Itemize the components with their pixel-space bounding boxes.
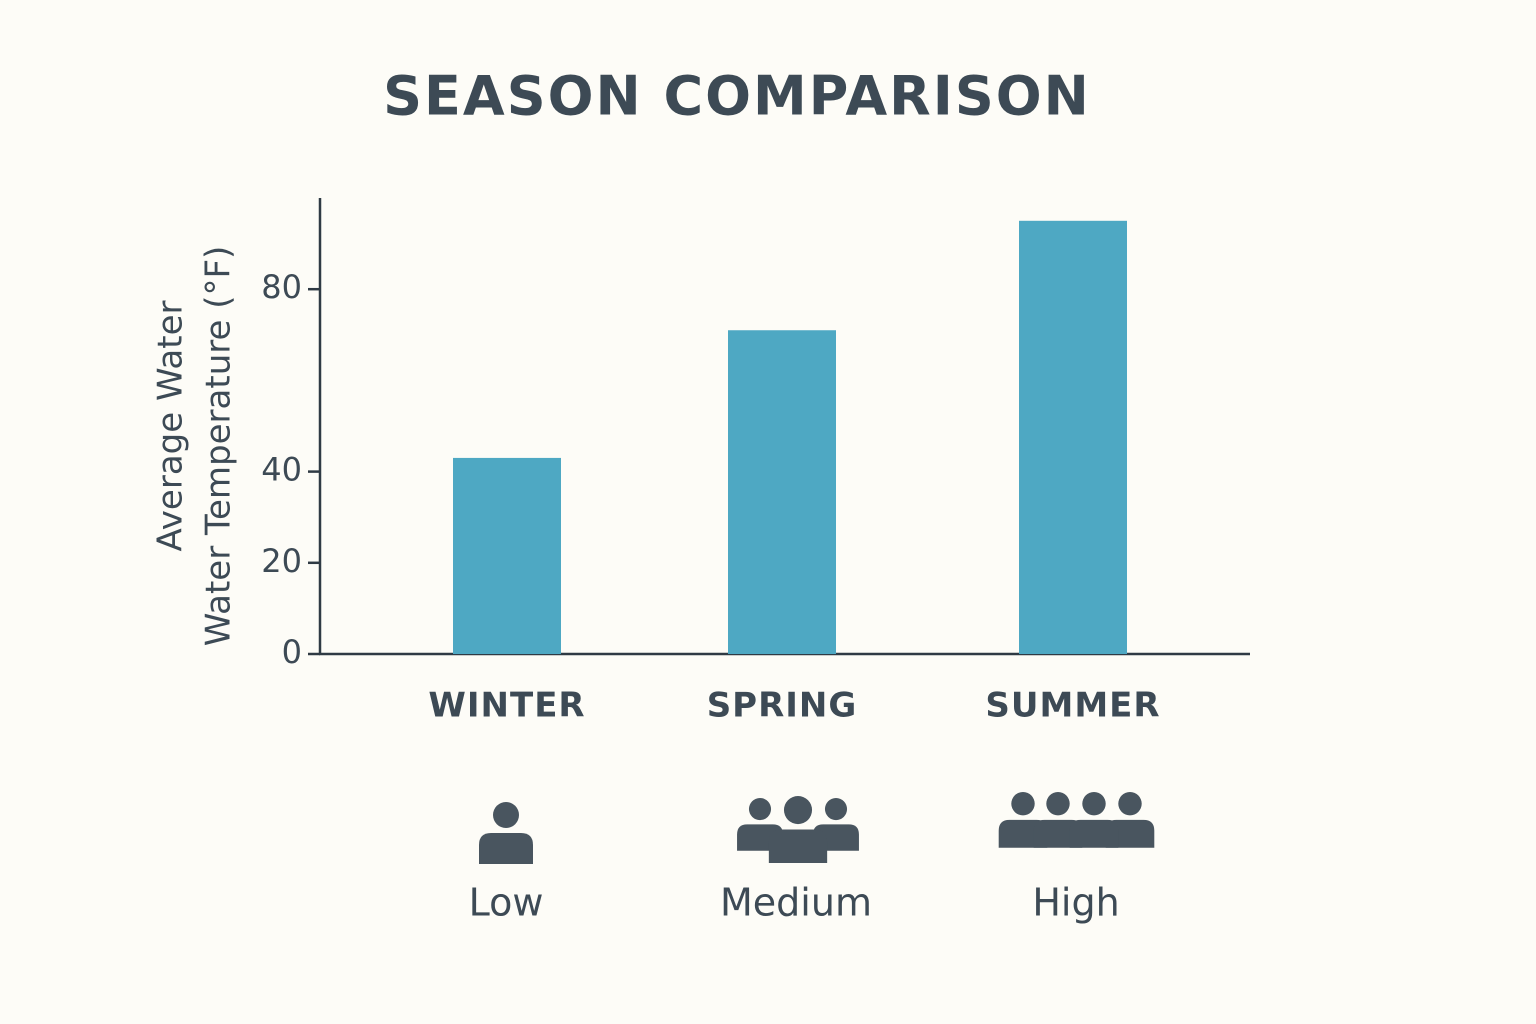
person-head (1011, 792, 1035, 816)
crowd-icon (998, 792, 1155, 848)
x-tick-label: SPRING (707, 686, 858, 726)
x-tick-label: WINTER (428, 686, 585, 726)
person-head (493, 802, 519, 828)
person-head (1118, 792, 1142, 816)
y-axis-label: Average Water Water Temperature (°F) (151, 246, 239, 647)
crowd-label: Medium (720, 881, 872, 925)
y-tick-label: 40 (261, 451, 302, 489)
y-tick-label: 20 (261, 542, 302, 580)
bar (728, 330, 836, 654)
y-axis-label-line: Water Temperature (°F) (199, 246, 239, 647)
y-axis-label-line: Average Water (151, 301, 191, 552)
x-tick-label: SUMMER (985, 686, 1160, 726)
chart-title: SEASON COMPARISON (383, 65, 1091, 128)
bar (1019, 220, 1127, 655)
person-head (783, 796, 813, 825)
y-tick-label: 0 (282, 633, 302, 671)
crowd-label: High (1032, 881, 1119, 925)
person-body (1069, 819, 1119, 848)
person-body (479, 833, 533, 864)
person-head (1082, 792, 1106, 816)
person-head (748, 798, 772, 821)
y-tick-label: 80 (261, 268, 302, 306)
crowd-label: Low (469, 881, 544, 925)
person-body (768, 829, 828, 863)
crowd-icon (479, 802, 533, 864)
crowd-icon (737, 796, 859, 863)
person-head (1046, 792, 1070, 816)
bar (453, 457, 561, 654)
person-head (824, 798, 848, 821)
